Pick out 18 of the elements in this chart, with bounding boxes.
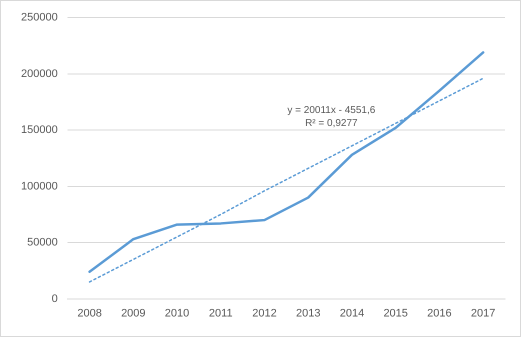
x-tick-label: 2015 [383,307,408,320]
y-tick-label: 0 [52,292,58,305]
x-tick-label: 2013 [296,307,320,320]
annotation: R² = 0,9277 [305,118,358,130]
annotation: y = 20011x - 4551,6 [287,105,376,116]
x-tick-label: 2011 [208,307,233,320]
y-tick-label: 100000 [20,180,58,192]
x-tick-label: 2014 [340,307,364,320]
x-tick-label: 2010 [164,307,190,320]
y-tick-label: 250000 [20,12,58,24]
x-tick-label: 2009 [121,307,146,320]
x-tick-label: 2012 [252,307,277,320]
x-tick-label: 2017 [470,307,496,320]
x-tick-label: 2008 [77,307,102,320]
y-tick-label: 200000 [20,68,58,80]
x-tick-label: 2016 [427,307,452,320]
y-tick-label: 150000 [20,124,58,136]
y-tick-label: 50000 [27,236,58,249]
